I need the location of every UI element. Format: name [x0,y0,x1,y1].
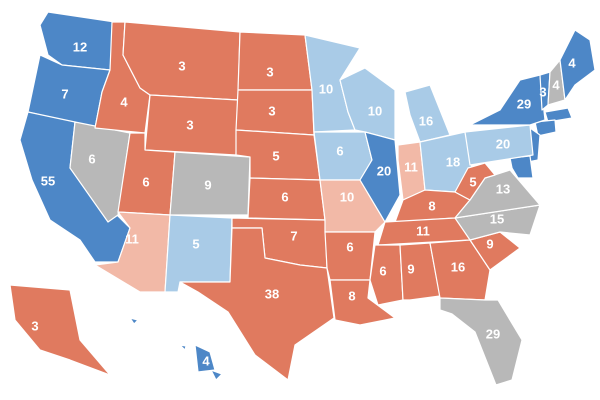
vote-label: 10 [319,81,333,96]
state-shape [544,107,573,123]
vote-label: 6 [88,151,95,166]
vote-label: 29 [486,326,500,341]
vote-label: 15 [490,211,504,226]
state-shape [454,162,496,201]
state-shape [129,317,139,325]
state-shape [534,119,557,137]
vote-label: 6 [336,143,343,158]
vote-label: 20 [496,136,510,151]
vote-label: 16 [419,113,433,128]
state-shape [179,344,187,351]
vote-label: 5 [272,148,279,163]
vote-label: 38 [265,286,279,301]
vote-label: 3 [268,103,275,118]
vote-label: 9 [486,236,493,251]
state-shape [369,244,404,306]
vote-label: 11 [404,159,418,174]
state-shape [429,239,491,301]
vote-label: 8 [428,198,435,213]
vote-label: 29 [517,96,531,111]
regions [9,11,596,386]
vote-label: 6 [346,239,353,254]
vote-label: 4 [202,353,210,368]
state-shape [559,29,596,101]
vote-label: 10 [340,189,354,204]
vote-label: 7 [61,86,68,101]
state-shape [9,284,111,376]
vote-label: 5 [469,174,476,189]
vote-label: 8 [348,288,355,303]
vote-label: 3 [539,84,546,99]
state-shape [194,344,216,373]
state-shape [179,227,335,381]
vote-label: 3 [266,64,273,79]
vote-label: 5 [192,236,199,251]
vote-label: 10 [368,103,382,118]
vote-label: 6 [379,263,386,278]
vote-label: 3 [186,117,193,132]
state-shape [469,74,546,126]
state-shape [237,31,313,91]
state-shape [164,214,233,293]
vote-label: 16 [451,259,465,274]
state-shape [399,242,441,301]
state-shape [439,297,523,386]
vote-label: 6 [281,189,288,204]
vote-label: 9 [204,177,211,192]
state-shape [210,369,223,381]
vote-label: 55 [41,173,55,188]
vote-label: 11 [125,231,139,246]
vote-label: 9 [407,261,414,276]
vote-label: 20 [377,163,391,178]
vote-label: 11 [416,223,430,238]
vote-label: 18 [446,154,460,169]
vote-label: 3 [31,318,38,333]
small-states [129,107,573,381]
vote-label: 6 [142,174,149,189]
vote-label: 4 [568,55,576,70]
state-shape [464,124,534,166]
vote-label: 3 [178,58,185,73]
vote-label: 7 [290,228,297,243]
vote-label: 4 [552,77,560,92]
vote-label: 4 [120,94,128,109]
vote-label: 12 [73,39,87,54]
vote-label: 13 [496,181,510,196]
